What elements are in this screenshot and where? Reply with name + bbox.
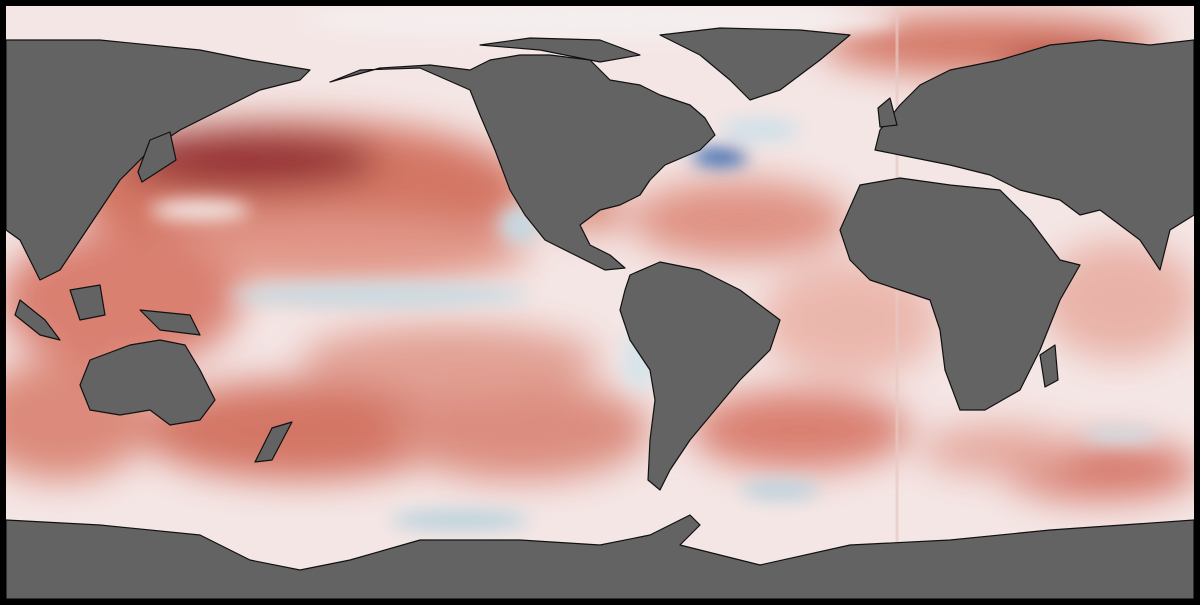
arctic-islands — [479, 37, 641, 63]
land — [6, 27, 1194, 599]
sumatra — [14, 299, 61, 341]
borneo — [69, 284, 106, 321]
new-zealand — [254, 421, 293, 463]
madagascar — [1039, 344, 1059, 388]
japan — [137, 131, 177, 183]
antarctica — [6, 514, 1194, 599]
africa — [839, 177, 1081, 411]
australia — [79, 339, 216, 426]
britain — [877, 97, 898, 128]
new-guinea — [139, 309, 201, 336]
eurasia-east — [874, 39, 1194, 271]
greenland — [659, 27, 851, 101]
south-america — [619, 261, 781, 491]
north-america — [329, 54, 716, 271]
